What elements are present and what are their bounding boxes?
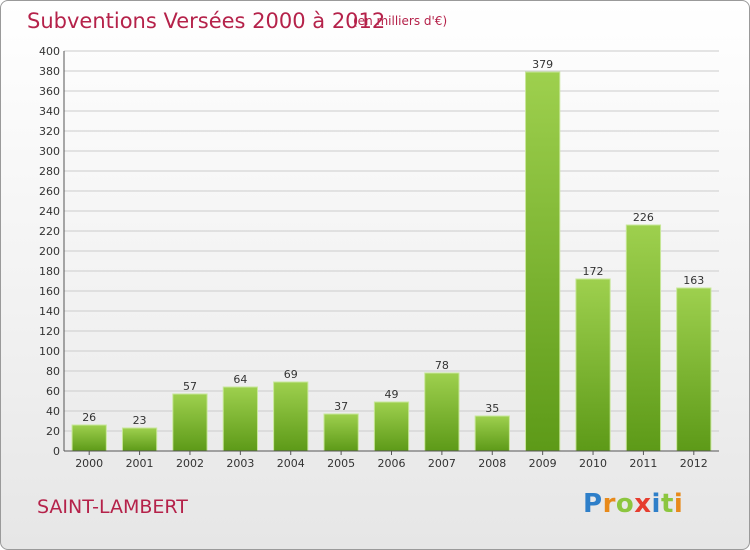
x-tick-label: 2012 [680,457,708,470]
x-tick-label: 2003 [226,457,254,470]
bar-2012 [676,287,712,452]
bar-value-label: 172 [583,265,604,278]
bar-2009 [525,71,561,452]
y-tick-label: 100 [39,345,60,358]
x-tick-label: 2004 [277,457,305,470]
bar-value-label: 49 [385,388,399,401]
y-tick-label: 120 [39,325,60,338]
bar-2004 [273,381,309,452]
x-tick-label: 2006 [378,457,406,470]
y-tick-label: 240 [39,205,60,218]
y-tick-label: 180 [39,265,60,278]
axes [63,51,719,452]
logo-letter: i [673,489,684,519]
y-tick-label: 60 [46,385,60,398]
bar-2002 [172,393,208,452]
y-tick-label: 300 [39,145,60,158]
y-tick-label: 380 [39,65,60,78]
logo-letter: P [583,489,603,519]
y-tick-label: 260 [39,185,60,198]
y-tick-label: 360 [39,85,60,98]
bar-2008 [474,415,510,452]
y-tick-label: 200 [39,245,60,258]
chart-title: Subventions Versées 2000 à 2012 [27,9,386,33]
bar-2001 [121,427,158,452]
bar-2006 [373,401,410,452]
bar-value-label: 57 [183,380,197,393]
y-tick-label: 340 [39,105,60,118]
y-tick-label: 20 [46,425,60,438]
bar-value-label: 23 [133,414,147,427]
logo-letter: r [602,489,616,519]
x-tick-label: 2001 [126,457,154,470]
chart-unit-label: (en milliers d'€) [353,14,448,28]
bar-2011 [625,224,662,452]
logo-letter: x [634,489,652,519]
y-tick-label: 80 [46,365,60,378]
bar-2010 [575,278,611,452]
x-tick-label: 2000 [75,457,103,470]
bar-2000 [71,424,107,452]
logo-letter: i [651,489,661,519]
y-tick-label: 280 [39,165,60,178]
bar-value-label: 163 [683,274,704,287]
y-tick-label: 320 [39,125,60,138]
commune-name: SAINT-LAMBERT [37,496,188,518]
x-tick-label: 2008 [478,457,506,470]
y-tick-label: 160 [39,285,60,298]
bar-value-label: 26 [82,411,96,424]
bar-2005 [323,413,359,452]
bar-value-label: 78 [435,359,449,372]
x-tick-label: 2011 [629,457,657,470]
x-tick-label: 2002 [176,457,204,470]
y-tick-label: 220 [39,225,60,238]
y-tick-label: 0 [53,445,60,458]
bar-value-label: 379 [532,58,553,71]
logo-letter: o [615,489,635,519]
bar-value-label: 37 [334,400,348,413]
bar-value-label: 69 [284,368,298,381]
x-tick-label: 2005 [327,457,355,470]
x-axis-ticks: 2000 2001 2002 2003 2004 2005 2006 2007 2008 2009… [75,451,708,470]
bar-value-label: 226 [633,211,654,224]
bar-value-label: 35 [485,402,499,415]
logo-letter: t [660,489,674,519]
proxiti-logo[interactable]: Proxiti [583,489,683,519]
y-tick-label: 140 [39,305,60,318]
y-axis-ticks: 0 20 40 60 80 100 120 140 160 180 200 220 240 260 280 3… [39,45,60,458]
y-tick-label: 400 [39,45,60,58]
bar-2003 [222,386,258,452]
x-tick-label: 2010 [579,457,607,470]
bar-value-label: 64 [233,373,247,386]
bars: 26 23 57 64 69 37 49 78 35 379 172 226 163 [71,58,712,452]
x-tick-label: 2009 [529,457,557,470]
y-tick-label: 40 [46,405,60,418]
x-tick-label: 2007 [428,457,456,470]
bar-2007 [424,372,460,452]
